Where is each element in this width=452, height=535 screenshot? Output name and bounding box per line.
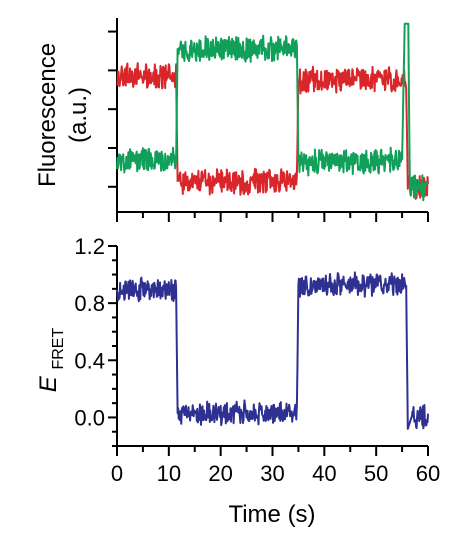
top-y-axis-label-line1: Fluorescence	[34, 43, 61, 187]
x-tick-label-0: 0	[111, 461, 123, 486]
top-series-0	[116, 62, 429, 200]
top-panel: Fluorescence (a.u.)	[34, 18, 429, 222]
x-tick-label-5: 50	[364, 461, 388, 486]
bottom-y-ticks: 0.0 0.4 0.8 1.2	[74, 234, 117, 447]
top-y-ticks	[108, 30, 117, 188]
bottom-panel: 0.0 0.4 0.8 1.2 0 10 20 30 40 50 60 E FRET Time (…	[35, 234, 440, 528]
top-series-1	[116, 22, 429, 202]
x-axis-label: Time (s)	[228, 501, 315, 528]
bottom-y-tick-label-3: 1.2	[74, 234, 105, 259]
x-tick-label-4: 40	[312, 461, 336, 486]
efret-subscript: FRET	[50, 328, 67, 370]
bottom-y-axis-label: E FRET	[35, 328, 67, 393]
bottom-y-tick-label-1: 0.4	[74, 348, 105, 373]
x-tick-label-6: 60	[416, 461, 440, 486]
x-tick-label-2: 20	[208, 461, 232, 486]
bottom-x-ticks: 0 10 20 30 40 50 60	[111, 446, 440, 486]
top-x-ticks	[116, 212, 429, 222]
bottom-traces	[116, 271, 429, 430]
x-tick-label-1: 10	[157, 461, 181, 486]
bottom-series-0	[116, 271, 429, 430]
x-tick-label-3: 30	[260, 461, 284, 486]
bottom-y-tick-label-0: 0.0	[74, 405, 105, 430]
bottom-y-tick-label-2: 0.8	[74, 291, 105, 316]
top-traces	[116, 22, 429, 202]
efret-main: E	[35, 375, 62, 392]
top-y-axis-label-line2: (a.u.)	[65, 87, 92, 143]
